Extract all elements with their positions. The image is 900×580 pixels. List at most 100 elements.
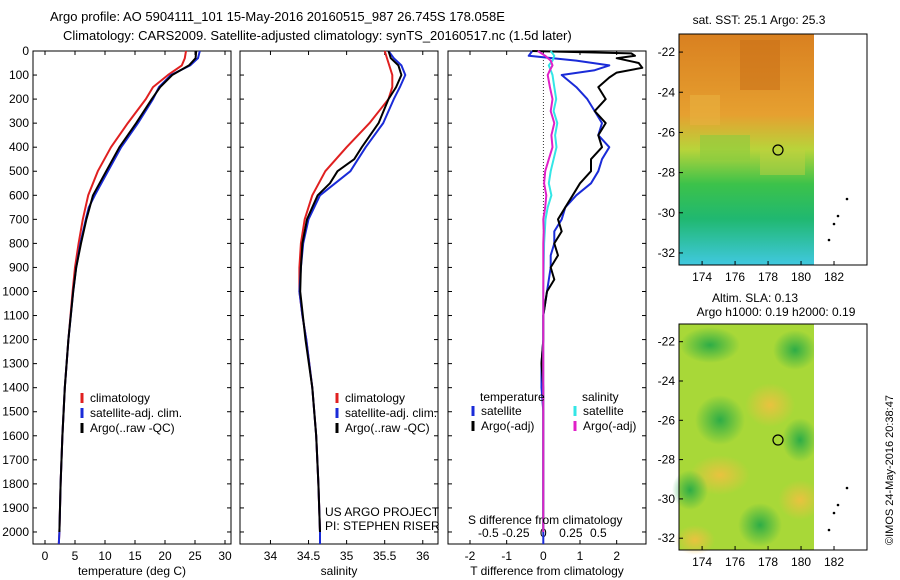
map-x-tick-label: 174 [692, 270, 712, 284]
x-tick-label: 36 [416, 549, 430, 563]
sst-map-frame [678, 33, 868, 266]
legend-difference-panel: temperature salinity satellite Argo(-adj… [471, 390, 636, 433]
sla-island-dot [836, 503, 840, 507]
map-x-tick-label: 180 [791, 555, 811, 569]
sla-island-dot [845, 486, 849, 490]
legend-label-satellite: satellite-adj. clim. [90, 406, 182, 420]
map-y-tick-label: -30 [658, 206, 676, 220]
sla-map-low-patch [782, 418, 818, 462]
salinity-plot: 34 34.5 35 35.5 36 [240, 50, 438, 563]
s-diff-tick-label: -0.5 [478, 526, 499, 540]
sla-map-low-patch [773, 330, 817, 370]
map-y-tick-label: -32 [658, 531, 676, 545]
x-tick-label: 1 [577, 549, 584, 563]
depth-tick-label: 1400 [2, 381, 29, 395]
depth-tick-label: 800 [9, 236, 29, 250]
sst-island-dot [832, 222, 836, 226]
map-y-tick-label: -22 [658, 45, 676, 59]
salinity-xlabel: salinity [321, 564, 358, 578]
project-label: US ARGO PROJECT [325, 505, 440, 519]
depth-axis: 0 100 200 300 400 500 600 700 800 900 1000 1100 1200… [2, 44, 29, 539]
sst-argo-location-marker [772, 144, 784, 156]
sst-map: 174 176 178 180 182 -22 -24 -26 -28 -30 -32 [658, 33, 868, 284]
map-x-tick-label: 178 [758, 555, 778, 569]
sst-island-dot [845, 197, 849, 201]
sst-map-warm-patch [690, 95, 720, 125]
legend-label-satellite: satellite-adj. clim. [345, 406, 437, 420]
legend-header-temperature: temperature [480, 390, 545, 404]
depth-tick-label: 1600 [2, 429, 29, 443]
depth-tick-label: 200 [9, 92, 29, 106]
x-tick-label: 5 [72, 549, 79, 563]
x-tick-label: 35.5 [373, 549, 397, 563]
x-tick-label: 0 [540, 549, 547, 563]
legend-temperature-panel: climatology satellite-adj. clim. Argo(..… [80, 391, 182, 435]
map-y-tick-label: -26 [658, 125, 676, 139]
sst-map-warm-patch [740, 40, 780, 90]
sla-map-land [814, 324, 867, 550]
map-y-tick-label: -24 [658, 374, 676, 388]
sst-map-green-patch [760, 150, 805, 175]
s-diff-tick-label: 0.25 [559, 526, 583, 540]
sla-map-frame [678, 323, 868, 551]
depth-tick-label: 700 [9, 212, 29, 226]
salinity-panel-frame [239, 50, 439, 545]
legend-label-climatology: climatology [345, 391, 405, 405]
depth-tick-label: 100 [9, 68, 29, 82]
series-line-satellite-adj-clim [57, 50, 201, 545]
sst-island-dot [827, 238, 831, 242]
x-tick-label: 30 [218, 549, 232, 563]
depth-tick-label: 1500 [2, 405, 29, 419]
depth-tick-label: 1800 [2, 477, 29, 491]
figure-title-line1: Argo profile: AO 5904111_101 15-May-2016… [50, 9, 505, 24]
sla-map-title-line1: Altim. SLA: 0.13 [712, 291, 798, 305]
legend-label-sal-satellite: satellite [583, 404, 624, 418]
x-tick-label: 10 [98, 549, 112, 563]
map-y-tick-label: -24 [658, 85, 676, 99]
depth-tick-label: 300 [9, 116, 29, 130]
depth-tick-label: 900 [9, 260, 29, 274]
x-tick-label: 25 [188, 549, 202, 563]
map-y-tick-label: -28 [658, 166, 676, 180]
x-tick-label: 2 [613, 549, 620, 563]
temperature-xlabel: temperature (deg C) [78, 564, 186, 578]
x-tick-label: -1 [501, 549, 512, 563]
x-tick-label: 20 [158, 549, 172, 563]
depth-tick-label: 1300 [2, 357, 29, 371]
legend-label-argo: Argo(..raw -QC) [345, 421, 430, 435]
sla-map-title-line2: Argo h1000: 0.19 h2000: 0.19 [697, 305, 856, 319]
map-x-tick-label: 182 [824, 555, 844, 569]
series-line-argo-raw-qc [58, 50, 198, 533]
x-tick-label: 34 [264, 549, 278, 563]
s-diff-tick-label: -0.25 [502, 526, 530, 540]
sst-map-land [814, 34, 867, 265]
depth-tick-label: 500 [9, 164, 29, 178]
difference-xlabel: T difference from climatology [470, 564, 624, 578]
sst-map-title: sat. SST: 25.1 Argo: 25.3 [693, 13, 826, 27]
legend-label-sal-argo: Argo(-adj) [583, 419, 636, 433]
sla-map-high-patch [675, 525, 715, 555]
pi-label: PI: STEPHEN RISER [325, 519, 440, 533]
legend-label-temp-satellite: satellite [481, 404, 522, 418]
map-y-tick-label: -28 [658, 453, 676, 467]
map-y-tick-label: -26 [658, 413, 676, 427]
sla-map-axes: 174 176 178 180 182 -22 -24 -26 -28 -30 -32 [658, 335, 845, 569]
legend-salinity-panel: climatology satellite-adj. clim. Argo(..… [335, 391, 437, 435]
temperature-panel-frame [32, 50, 232, 545]
depth-tick-label: 1900 [2, 501, 29, 515]
figure-title-line2: Climatology: CARS2009. Satellite-adjuste… [63, 28, 572, 43]
depth-tick-label: 0 [22, 44, 29, 58]
sla-map: 174 176 178 180 182 -22 -24 -26 -28 -30 -32 [658, 323, 868, 569]
depth-tick-label: 2000 [2, 525, 29, 539]
legend-header-salinity: salinity [582, 390, 619, 404]
sla-map-low-patch [738, 503, 782, 547]
depth-tick-label: 1000 [2, 284, 29, 298]
map-x-tick-label: 182 [824, 270, 844, 284]
legend-label-climatology: climatology [90, 391, 150, 405]
legend-label-argo: Argo(..raw -QC) [90, 421, 175, 435]
depth-tick-label: 1100 [3, 309, 29, 323]
sla-map-high-patch [778, 480, 822, 520]
map-x-tick-label: 180 [791, 270, 811, 284]
map-y-tick-label: -32 [658, 246, 676, 260]
x-tick-label: 15 [128, 549, 142, 563]
